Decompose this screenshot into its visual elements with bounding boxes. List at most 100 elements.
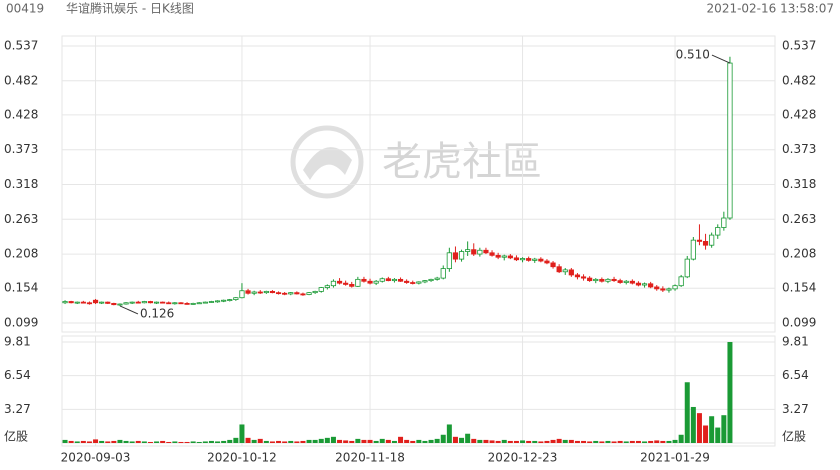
volume-bar (62, 439, 68, 443)
candle-body (166, 302, 172, 305)
candle-body (275, 292, 282, 295)
candle-body (312, 290, 318, 294)
volume-bar (410, 440, 416, 443)
y-tick-label-right: 0.099 (782, 316, 816, 330)
volume-bar (483, 439, 489, 443)
candle-body (208, 301, 215, 303)
volume-bar (239, 424, 245, 443)
volume-bar (581, 440, 587, 443)
candle-body (202, 301, 208, 304)
max-leader (711, 54, 731, 64)
volume-bar (648, 440, 654, 443)
volume-bar (294, 441, 300, 443)
candle-body (214, 300, 221, 303)
candle-body (587, 277, 593, 282)
volume-bar (324, 437, 330, 443)
volume-bar (513, 440, 519, 443)
candle-body (251, 291, 257, 294)
volume-bar (684, 382, 690, 443)
volume-tick-label-right: 3.27 (782, 402, 809, 416)
volume-bar (135, 440, 141, 443)
candle-body (80, 301, 86, 304)
x-tick-label: 2021-01-29 (640, 451, 710, 465)
volume-bar (355, 438, 361, 443)
volume-bar (147, 441, 153, 443)
candle-body (593, 278, 599, 282)
volume-bar (574, 440, 580, 443)
candle-body (562, 269, 568, 273)
volume-bar (642, 441, 648, 443)
chart-title: 华谊腾讯娱乐 - 日K线图 (66, 1, 194, 16)
candle-body (349, 284, 355, 287)
volume-bar (93, 439, 99, 443)
candle-body (239, 290, 245, 299)
volume-bar (349, 440, 355, 443)
candle-body (690, 239, 696, 260)
volume-bar (532, 440, 538, 443)
y-tick-label: 0.373 (4, 142, 38, 156)
candle-body (306, 292, 312, 295)
candle-body (458, 251, 465, 260)
volume-bar (276, 440, 282, 443)
candle-body (410, 282, 416, 284)
volume-bar (367, 439, 373, 443)
volume-bar (86, 441, 92, 443)
volume-bar (434, 438, 440, 443)
volume-bar (245, 437, 251, 443)
volume-bar (489, 440, 495, 443)
y-tick-label-right: 0.428 (782, 107, 816, 121)
candle-body (672, 285, 678, 290)
candle-body (336, 280, 343, 284)
y-tick-label-right: 0.154 (782, 281, 816, 295)
candle-body (172, 302, 178, 305)
volume-bar (215, 441, 221, 443)
volume-bar (184, 441, 190, 443)
volume-bar (465, 433, 471, 443)
candle-body (123, 302, 129, 305)
volume-bar (398, 436, 404, 443)
candle-body (721, 217, 727, 228)
logo-shape (303, 147, 352, 180)
volume-bar (507, 440, 513, 443)
candle-body (641, 283, 648, 286)
volume-bar (690, 406, 696, 443)
volume-bar (221, 440, 227, 443)
candle-body (495, 254, 501, 258)
volume-bar (178, 441, 184, 443)
volume-bar (495, 440, 501, 443)
candle-body (416, 281, 422, 284)
candle-body (397, 278, 404, 282)
x-tick-label: 2020-09-03 (61, 451, 131, 465)
volume-tick-label: 9.81 (4, 335, 31, 349)
y-tick-label-right: 0.208 (782, 247, 816, 261)
volume-bar (288, 440, 294, 443)
candle-body (282, 292, 288, 295)
candle-body (160, 301, 166, 304)
y-tick-label: 0.099 (4, 316, 38, 330)
candle-body (105, 301, 111, 304)
candle-body (629, 280, 635, 284)
min-label: 0.126 (140, 306, 174, 320)
candle-body (269, 290, 276, 294)
volume-bar (477, 439, 483, 443)
candle-body (221, 299, 227, 302)
volume-bar (282, 441, 288, 443)
candle-body (519, 258, 526, 261)
volume-bar (703, 425, 709, 443)
candle-body (117, 303, 123, 306)
volume-bar (269, 441, 275, 443)
candle-body (556, 266, 562, 273)
candle-body (635, 282, 642, 286)
candle-body (343, 282, 349, 285)
volume-bar (318, 438, 324, 443)
candle-body (324, 285, 330, 288)
volume-bar (68, 440, 74, 443)
candle-body (526, 258, 532, 261)
candle-body (465, 249, 471, 252)
volume-tick-label-right: 亿股 (782, 429, 806, 444)
candle-body (623, 280, 629, 283)
volume-bar (208, 440, 214, 443)
x-tick-label: 2020-10-12 (207, 451, 277, 465)
volume-bar (227, 439, 233, 443)
